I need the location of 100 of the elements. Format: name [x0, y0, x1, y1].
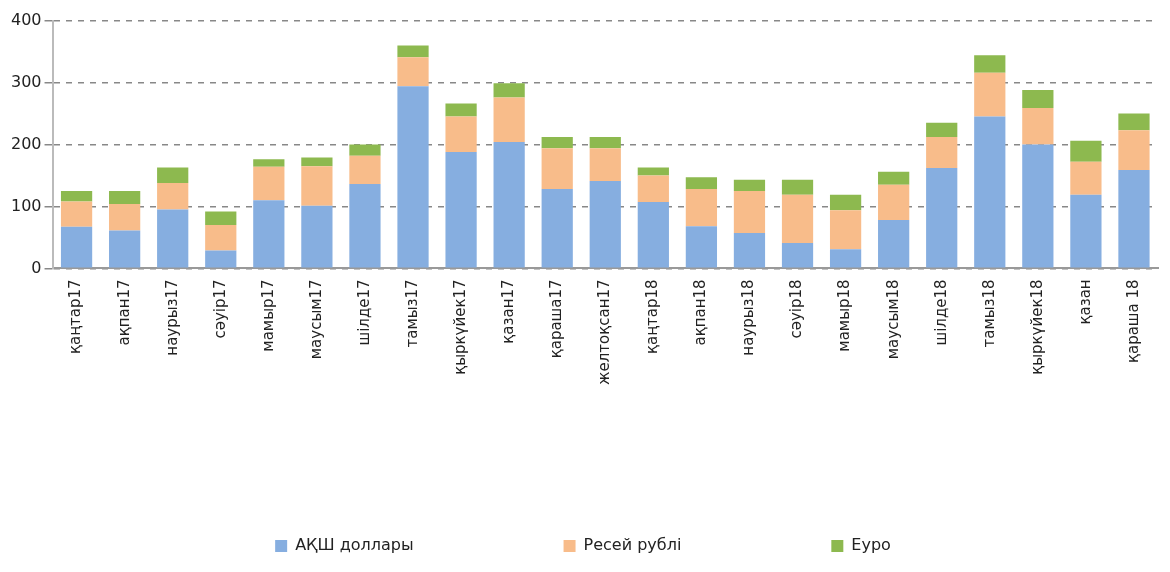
x-tick-label: сәуір18 [787, 279, 806, 339]
bar [349, 184, 381, 268]
bar [157, 167, 189, 183]
bar [253, 200, 285, 268]
bar [397, 57, 429, 87]
bar [349, 144, 381, 156]
bar [205, 211, 237, 225]
bar [637, 167, 669, 176]
bar [205, 250, 237, 268]
bar [253, 166, 285, 201]
bar [493, 97, 525, 142]
x-tick-label: мамыр18 [835, 279, 854, 352]
bar [589, 137, 621, 149]
bar [60, 226, 93, 268]
bar [926, 122, 958, 138]
bar [60, 190, 93, 202]
bar [1118, 169, 1150, 268]
bar [589, 181, 621, 268]
bar [974, 72, 1006, 117]
x-tick-label: қараша 18 [1123, 279, 1142, 364]
x-tick-label: қазан17 [499, 279, 518, 344]
bar [253, 159, 285, 167]
bar [157, 182, 189, 210]
x-tick-label: шілде17 [354, 279, 373, 346]
x-tick-label: ақпан18 [691, 279, 710, 346]
bar [733, 179, 766, 191]
x-tick-label: қыркүйек18 [1027, 279, 1046, 375]
x-tick-label: тамыз18 [979, 279, 998, 348]
x-tick-label: желтоқсан17 [595, 279, 614, 385]
bar [974, 55, 1006, 73]
x-tick-label: қыркүйек17 [450, 279, 469, 375]
bar [493, 83, 525, 98]
bar [878, 220, 910, 268]
x-tick-label: ақпан17 [114, 279, 133, 346]
bar [493, 142, 525, 268]
bar [205, 225, 237, 251]
legend-label: АҚШ доллары [295, 535, 414, 555]
bar [829, 194, 862, 211]
bar [60, 201, 93, 227]
bar [445, 116, 477, 152]
x-tick-label: сәуір17 [210, 279, 229, 339]
bar [1022, 107, 1054, 145]
bar [637, 175, 669, 203]
bar [926, 137, 958, 169]
bar [1070, 194, 1102, 268]
bar [878, 184, 910, 221]
bar [301, 166, 333, 206]
y-tick-label: 0 [31, 257, 42, 277]
bar [974, 116, 1006, 268]
bar [829, 249, 862, 268]
bar [781, 194, 814, 243]
bar [1118, 113, 1150, 131]
bar [685, 177, 718, 190]
bar [1118, 130, 1150, 170]
y-tick-label: 400 [10, 9, 42, 29]
bar [1022, 89, 1054, 108]
bar [541, 137, 573, 149]
x-tick-label: тамыз17 [402, 279, 421, 348]
bar [781, 179, 814, 195]
bar [1070, 161, 1102, 195]
x-tick-label: мамыр17 [258, 279, 277, 352]
bar [301, 157, 333, 167]
bar [781, 242, 814, 268]
bar [829, 210, 862, 250]
bar [685, 189, 718, 227]
bar [541, 189, 573, 268]
bar [445, 103, 477, 117]
x-tick-label: қараша17 [547, 279, 566, 359]
x-tick-label: қазан [1075, 279, 1094, 325]
bar [926, 168, 958, 268]
bar [397, 45, 429, 58]
y-tick-label: 100 [10, 195, 42, 215]
y-tick-label: 200 [10, 133, 42, 153]
bar [157, 209, 189, 268]
bar [733, 233, 766, 268]
bar [589, 148, 621, 182]
x-tick-label: наурыз17 [162, 279, 181, 356]
bar [109, 230, 141, 268]
bar [109, 190, 141, 204]
x-tick-label: маусым17 [306, 279, 325, 360]
x-tick-label: шілде18 [931, 279, 950, 346]
bar [685, 226, 718, 268]
bar [733, 190, 766, 234]
legend-label: Еуро [851, 535, 891, 555]
bar [301, 205, 333, 268]
bar [637, 202, 669, 268]
bar [397, 86, 429, 268]
bar [1070, 140, 1102, 162]
x-tick-label: маусым18 [883, 279, 902, 360]
bar [541, 148, 573, 190]
bar [445, 151, 477, 268]
bar [1022, 144, 1054, 268]
y-tick-label: 300 [10, 71, 42, 91]
bar [349, 155, 381, 185]
legend-label: Ресей рублі [583, 535, 682, 555]
bar [109, 203, 141, 231]
bar [878, 171, 910, 185]
x-tick-label: қаңтар17 [66, 279, 85, 355]
x-tick-label: қаңтар18 [643, 279, 662, 355]
x-tick-label: наурыз18 [739, 279, 758, 356]
